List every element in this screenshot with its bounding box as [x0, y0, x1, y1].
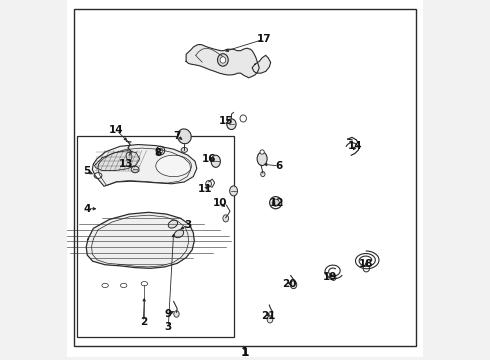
Text: 18: 18	[359, 259, 373, 269]
Text: 19: 19	[323, 271, 337, 282]
Ellipse shape	[177, 129, 191, 144]
Bar	[77, 136, 234, 337]
Polygon shape	[252, 55, 270, 73]
Text: 20: 20	[282, 279, 297, 289]
Ellipse shape	[158, 148, 163, 153]
Ellipse shape	[260, 150, 264, 154]
Ellipse shape	[168, 220, 177, 228]
Ellipse shape	[230, 186, 238, 196]
Text: 17: 17	[257, 34, 271, 44]
Ellipse shape	[290, 281, 297, 289]
Ellipse shape	[218, 54, 228, 66]
Ellipse shape	[141, 282, 147, 286]
Ellipse shape	[174, 311, 179, 317]
Ellipse shape	[156, 146, 165, 155]
Text: 6: 6	[275, 161, 283, 171]
Ellipse shape	[240, 115, 246, 122]
Polygon shape	[186, 45, 259, 78]
Ellipse shape	[174, 230, 184, 238]
Text: 16: 16	[202, 154, 217, 164]
Ellipse shape	[156, 155, 192, 177]
Ellipse shape	[220, 57, 226, 63]
Ellipse shape	[272, 199, 279, 206]
Text: 14: 14	[348, 141, 363, 151]
Text: 4: 4	[84, 204, 91, 214]
Ellipse shape	[94, 173, 102, 179]
Text: 10: 10	[213, 198, 227, 208]
Text: 12: 12	[270, 198, 284, 208]
Text: 5: 5	[83, 166, 91, 176]
Ellipse shape	[257, 152, 267, 166]
Ellipse shape	[121, 283, 127, 288]
Text: 14: 14	[109, 125, 124, 135]
Text: 3: 3	[165, 322, 172, 332]
Text: 9: 9	[165, 309, 172, 319]
Text: 8: 8	[154, 148, 161, 158]
Ellipse shape	[131, 166, 139, 173]
Polygon shape	[92, 144, 197, 186]
Ellipse shape	[102, 283, 108, 288]
Text: 1: 1	[241, 346, 249, 359]
Ellipse shape	[270, 197, 282, 209]
Text: 3: 3	[184, 220, 192, 230]
Ellipse shape	[331, 275, 336, 280]
Ellipse shape	[206, 181, 212, 187]
Text: 15: 15	[219, 116, 234, 126]
Text: 11: 11	[198, 184, 212, 194]
Ellipse shape	[126, 152, 132, 160]
Text: 13: 13	[119, 159, 134, 169]
Polygon shape	[95, 150, 140, 171]
Ellipse shape	[267, 316, 273, 323]
Polygon shape	[86, 212, 195, 268]
Text: 21: 21	[261, 311, 275, 321]
Ellipse shape	[181, 147, 188, 152]
Ellipse shape	[363, 265, 369, 272]
Ellipse shape	[227, 119, 236, 130]
Text: 2: 2	[140, 317, 147, 327]
Text: 7: 7	[173, 131, 181, 141]
Text: 1: 1	[242, 347, 248, 357]
Ellipse shape	[211, 155, 220, 167]
Ellipse shape	[261, 172, 265, 177]
Ellipse shape	[223, 215, 229, 222]
